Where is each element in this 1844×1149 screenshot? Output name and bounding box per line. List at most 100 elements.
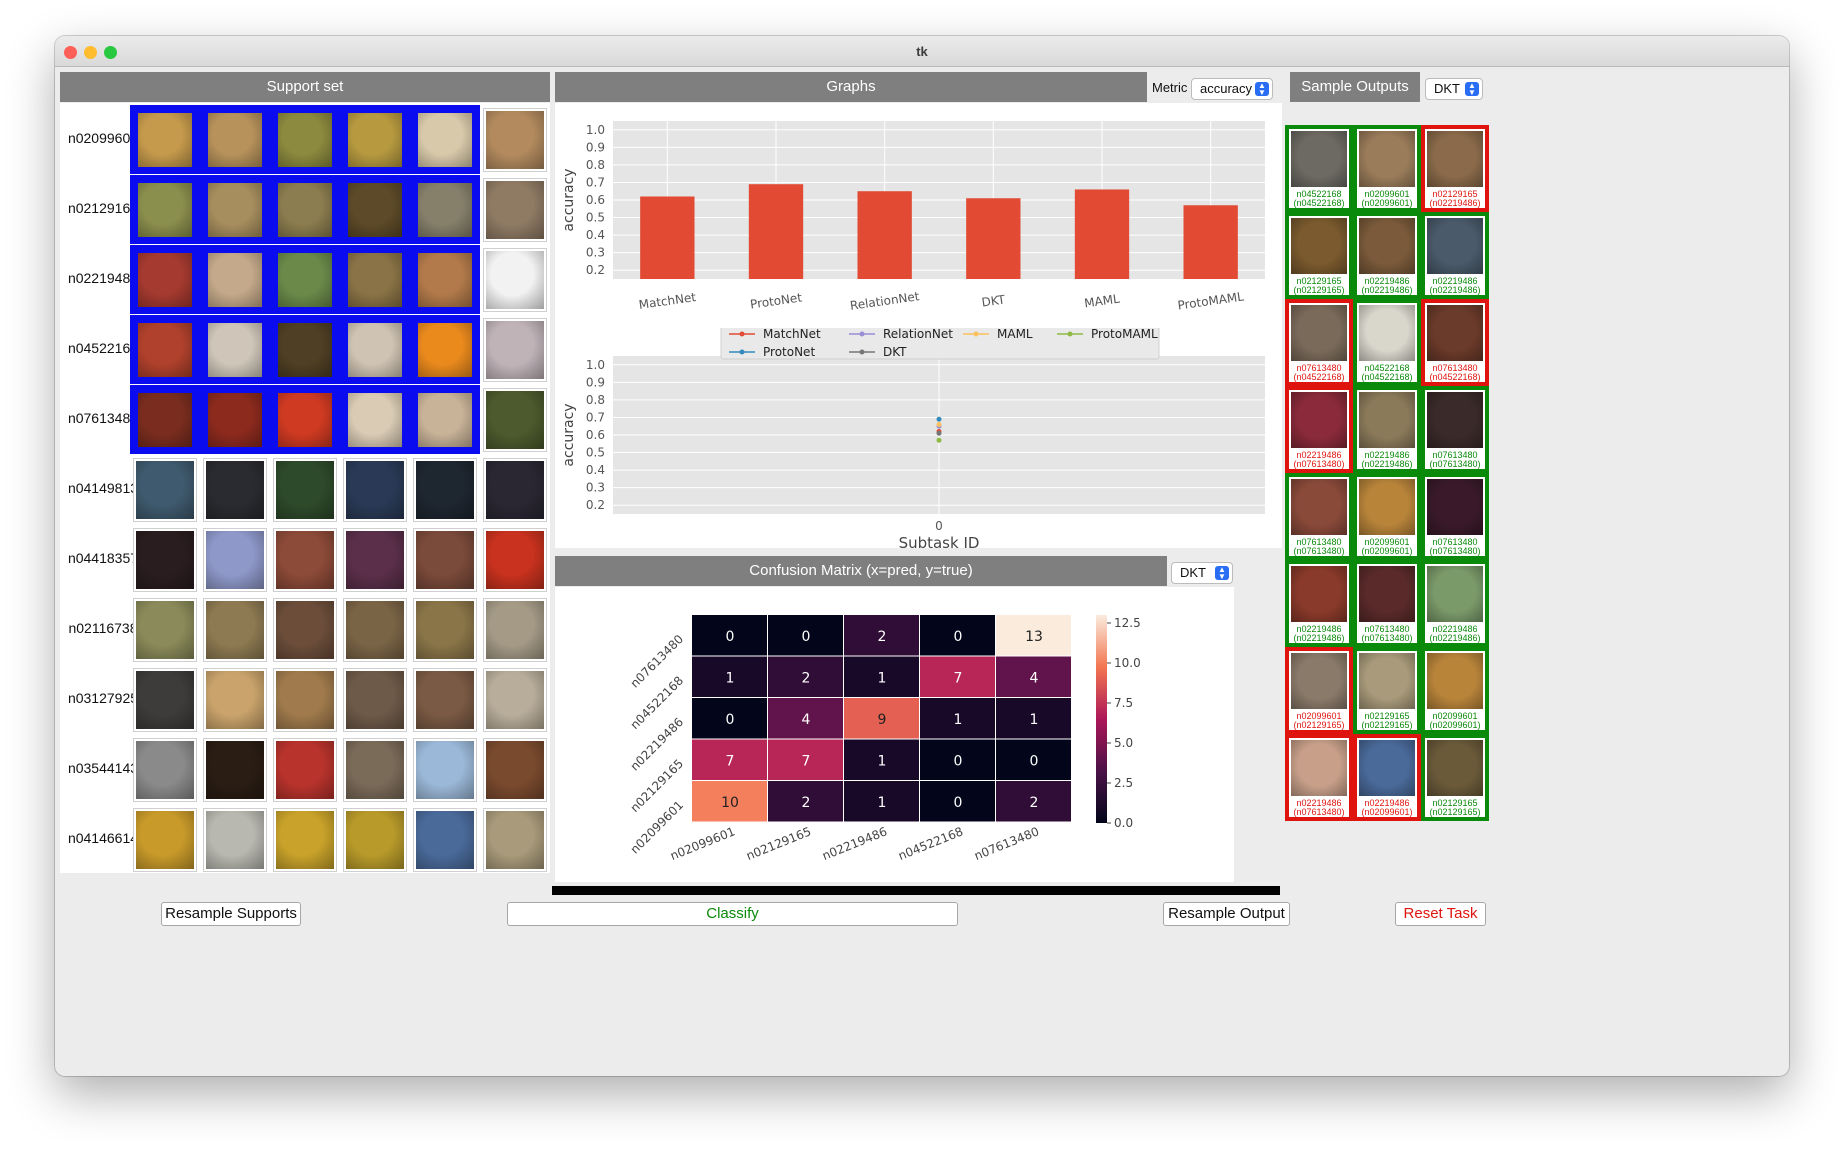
support-thumbnail[interactable] [413,738,477,802]
support-thumbnail[interactable] [343,738,407,802]
support-thumbnail[interactable] [344,389,406,451]
sample-output-cell[interactable]: n02129165 (n02129165) [1353,647,1421,734]
support-thumbnail[interactable] [133,808,197,872]
support-thumbnail[interactable] [274,389,336,451]
support-thumbnail[interactable] [483,528,547,592]
sample-output-cell[interactable]: n02219486 (n02219486) [1353,212,1421,299]
sample-output-cell[interactable]: n02099601 (n02099601) [1353,125,1421,212]
support-thumbnail[interactable] [414,319,476,381]
sample-output-cell[interactable]: n07613480 (n07613480) [1421,386,1489,473]
support-thumbnail[interactable] [483,738,547,802]
support-thumbnail[interactable] [203,528,267,592]
support-thumbnail[interactable] [134,109,196,171]
sample-output-cell[interactable]: n02099601 (n02099601) [1421,647,1489,734]
support-thumbnail[interactable] [413,668,477,732]
support-thumbnail[interactable] [133,528,197,592]
confusion-model-select[interactable]: DKT ▲ ▼ [1171,562,1233,584]
support-thumbnail[interactable] [343,598,407,662]
sample-output-cell[interactable]: n02219486 (n07613480) [1285,734,1353,821]
sample-output-cell[interactable]: n02219486 (n02219486) [1421,560,1489,647]
support-thumbnail[interactable] [483,668,547,732]
sample-output-cell[interactable]: n02129165 (n02129165) [1285,212,1353,299]
support-thumbnail[interactable] [343,458,407,522]
support-thumbnail[interactable] [483,808,547,872]
support-thumbnail[interactable] [274,109,336,171]
support-thumbnail[interactable] [413,598,477,662]
support-thumbnail[interactable] [414,249,476,311]
sample-output-cell[interactable]: n04522168 (n04522168) [1285,125,1353,212]
support-thumbnail[interactable] [134,179,196,241]
resample-output-button[interactable]: Resample Output [1163,902,1290,926]
sample-output-cell[interactable]: n02219486 (n02219486) [1353,386,1421,473]
support-thumbnail[interactable] [203,808,267,872]
support-thumbnail[interactable] [203,738,267,802]
sample-output-cell[interactable]: n07613480 (n07613480) [1285,473,1353,560]
support-thumbnail[interactable] [343,528,407,592]
support-thumbnail[interactable] [274,179,336,241]
minimize-window-button[interactable] [84,46,97,59]
support-thumbnail[interactable] [133,598,197,662]
sample-output-cell[interactable]: n02219486 (n07613480) [1285,386,1353,473]
support-thumbnail[interactable] [273,458,337,522]
support-thumbnail[interactable] [134,389,196,451]
support-thumbnail[interactable] [413,528,477,592]
close-window-button[interactable] [64,46,77,59]
support-thumbnail[interactable] [203,598,267,662]
support-thumbnail[interactable] [273,668,337,732]
support-thumbnail[interactable] [343,808,407,872]
support-thumbnail[interactable] [203,458,267,522]
support-thumbnail[interactable] [483,108,547,172]
maximize-window-button[interactable] [104,46,117,59]
support-thumbnail[interactable] [483,318,547,382]
support-thumbnail[interactable] [413,458,477,522]
sample-output-cell[interactable]: n07613480 (n04522168) [1421,299,1489,386]
support-thumbnail[interactable] [273,598,337,662]
support-thumbnail[interactable] [483,178,547,242]
support-thumbnail[interactable] [133,668,197,732]
sample-output-cell[interactable]: n02099601 (n02099601) [1353,473,1421,560]
support-thumbnail[interactable] [273,808,337,872]
sample-output-cell[interactable]: n02129165 (n02219486) [1421,125,1489,212]
sample-output-cell[interactable]: n02219486 (n02099601) [1353,734,1421,821]
support-thumbnail[interactable] [133,738,197,802]
support-thumbnail[interactable] [344,179,406,241]
support-thumbnail[interactable] [273,738,337,802]
support-thumbnail[interactable] [204,249,266,311]
support-thumbnail[interactable] [414,179,476,241]
support-thumbnail[interactable] [134,319,196,381]
support-thumbnail[interactable] [204,319,266,381]
support-thumbnail[interactable] [204,179,266,241]
resample-supports-button[interactable]: Resample Supports [161,902,301,926]
support-thumbnail[interactable] [343,668,407,732]
support-thumbnail[interactable] [344,109,406,171]
sample-output-cell[interactable]: n02099601 (n02129165) [1285,647,1353,734]
support-thumbnail[interactable] [134,249,196,311]
sample-output-cell[interactable]: n04522168 (n04522168) [1353,299,1421,386]
sample-output-cell[interactable]: n07613480 (n07613480) [1421,473,1489,560]
sample-output-cell[interactable]: n02129165 (n02129165) [1421,734,1489,821]
support-thumbnail[interactable] [483,458,547,522]
support-thumbnail[interactable] [274,249,336,311]
reset-task-button[interactable]: Reset Task [1395,902,1486,926]
metric-select[interactable]: accuracy ▲ ▼ [1191,78,1273,100]
sample-output-cell[interactable]: n02219486 (n02219486) [1285,560,1353,647]
support-thumbnail[interactable] [414,389,476,451]
support-thumbnail[interactable] [204,389,266,451]
support-thumbnail[interactable] [414,109,476,171]
support-thumbnail[interactable] [133,458,197,522]
support-thumbnail[interactable] [203,668,267,732]
support-thumbnail[interactable] [483,598,547,662]
support-thumbnail[interactable] [273,528,337,592]
support-thumbnail[interactable] [274,319,336,381]
support-thumbnail[interactable] [483,248,547,312]
support-thumbnail[interactable] [204,109,266,171]
support-thumbnail[interactable] [344,319,406,381]
sample-output-cell[interactable]: n07613480 (n07613480) [1353,560,1421,647]
sample-output-cell[interactable]: n02219486 (n02219486) [1421,212,1489,299]
support-thumbnail[interactable] [344,249,406,311]
support-thumbnail[interactable] [483,388,547,452]
classify-button[interactable]: Classify [507,902,958,926]
support-thumbnail[interactable] [413,808,477,872]
sample-output-cell[interactable]: n07613480 (n04522168) [1285,299,1353,386]
outputs-model-select[interactable]: DKT ▲ ▼ [1425,78,1483,100]
